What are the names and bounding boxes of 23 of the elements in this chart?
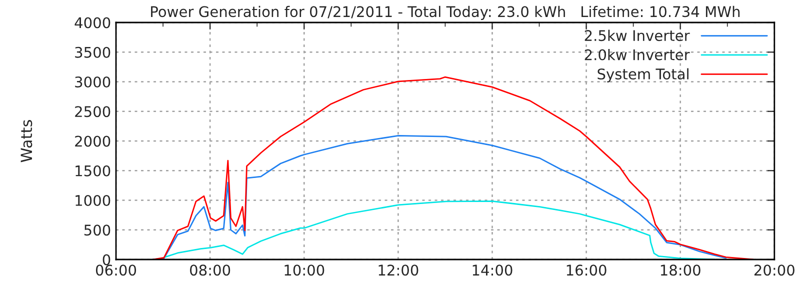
x-tick-label: 08:00: [190, 264, 230, 276]
y-tick-label: 1500: [76, 165, 110, 176]
legend-label: 2.5kw Inverter: [584, 30, 690, 42]
x-tick-label: 14:00: [472, 264, 512, 276]
x-tick-label: 18:00: [660, 264, 700, 276]
y-axis-title: Watts: [20, 120, 32, 162]
legend-label: 2.0kw Inverter: [584, 49, 690, 60]
y-tick-label: 3000: [75, 76, 110, 88]
x-tick-label: 16:00: [566, 264, 606, 276]
legend-label: System Total: [598, 68, 688, 82]
x-tick-label: 10:00: [284, 264, 324, 276]
x-tick-label: 20:00: [754, 264, 794, 276]
y-tick-label: 3500: [75, 46, 110, 58]
y-tick-label: 1000: [76, 194, 110, 206]
y-tick-label: 4000: [74, 17, 110, 28]
chart-title: Power Generation for 07/21/2011 - Total Today: 23.0 kWh Lifetime: 10.734 MWh: [151, 6, 740, 20]
y-tick-label: 500: [84, 224, 110, 236]
x-tick-label: 06:00: [96, 264, 136, 276]
line-series: [163, 200, 716, 260]
y-tick-label: 0: [102, 254, 110, 266]
x-tick-label: 12:00: [378, 264, 418, 276]
y-tick-label: 2500: [75, 106, 110, 118]
y-tick-label: 2000: [75, 136, 110, 147]
